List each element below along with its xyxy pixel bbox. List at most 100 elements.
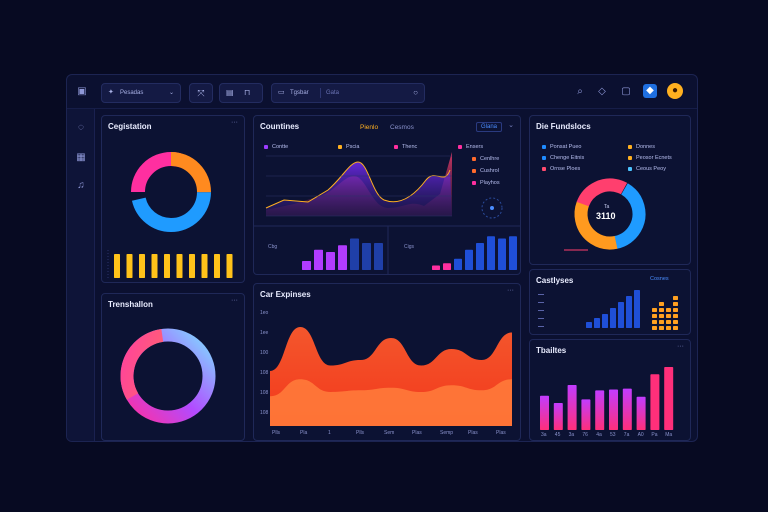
bar xyxy=(214,254,220,278)
more-icon[interactable]: ··· xyxy=(507,287,514,294)
donut-segment-orange xyxy=(131,152,211,232)
dot-block xyxy=(652,320,657,324)
y-tick-label: 108 xyxy=(260,410,269,416)
panel-title: Castlyses xyxy=(536,276,574,285)
dot-block xyxy=(666,314,671,318)
donut-center-value: 3110 xyxy=(596,211,616,221)
x-tick-label: A0 xyxy=(637,432,644,438)
expand-button[interactable]: ⤧ xyxy=(189,83,213,103)
music-icon[interactable]: ♫ xyxy=(77,180,85,191)
bar xyxy=(610,308,616,328)
tab-pienlo[interactable]: Pienlo xyxy=(360,124,379,131)
x-tick-label: Pla xyxy=(300,430,308,436)
x-tick-label: Plas xyxy=(412,430,422,436)
dot-block xyxy=(673,296,678,300)
legend-item: Chenge Eitnis xyxy=(542,155,584,161)
view-toggle[interactable]: ▤ ⊓ xyxy=(219,83,263,103)
dot-block xyxy=(666,308,671,312)
more-icon[interactable]: ··· xyxy=(231,119,238,126)
bar xyxy=(609,389,618,430)
search-bar[interactable]: ▭ Tgsbar Gata ○ xyxy=(271,83,425,103)
bar xyxy=(114,254,120,278)
bar xyxy=(509,236,517,270)
bar xyxy=(634,290,640,328)
search-icon: ○ xyxy=(413,88,418,97)
bar xyxy=(432,265,440,270)
dot-block xyxy=(659,302,664,306)
bar xyxy=(465,249,473,270)
panel-title: Countines xyxy=(260,122,300,131)
range-dropdown[interactable]: Glana xyxy=(476,122,503,132)
range-dropdown[interactable]: Cosnes xyxy=(650,276,669,282)
legend-item: Ponsat Pueo xyxy=(542,144,582,150)
donut-segment-blue xyxy=(574,178,646,250)
dot-block xyxy=(673,314,678,318)
x-tick-label: 53 xyxy=(610,432,616,438)
divider xyxy=(320,88,321,98)
bar xyxy=(164,254,170,278)
bar xyxy=(618,302,624,328)
donut-segment-blue xyxy=(131,152,211,232)
calendar-icon[interactable]: ▢ xyxy=(621,86,631,97)
bar xyxy=(487,236,495,270)
top-bar: ▣ ✦ Pesadas ⌄ ⤧ ▤ ⊓ ▭ Tgsbar Gata ○ ⌕ ◇ … xyxy=(67,75,697,109)
legend-item: Donnes xyxy=(628,144,655,150)
more-icon[interactable]: ··· xyxy=(677,343,684,350)
filter-label: Tgsbar xyxy=(290,90,309,96)
castlyses-panel: Castlyses Cosnes xyxy=(529,269,691,335)
area-series-front xyxy=(270,379,512,426)
x-tick-label: 3a xyxy=(568,432,575,438)
bar xyxy=(664,367,674,430)
dot-block xyxy=(673,308,678,312)
dot-block xyxy=(659,314,664,318)
dashboard-window: ▣ ✦ Pesadas ⌄ ⤧ ▤ ⊓ ▭ Tgsbar Gata ○ ⌕ ◇ … xyxy=(66,74,698,442)
bar xyxy=(476,243,484,270)
bar xyxy=(622,388,632,430)
bar xyxy=(540,395,549,430)
bar xyxy=(302,261,311,270)
x-tick-label: Ma xyxy=(665,432,673,438)
area-series-front xyxy=(266,162,452,216)
bar xyxy=(443,263,451,270)
tbailtes-panel: Tbailtes ··· 3a 45 3a 76 4a 53 7a A0 Pa Ma xyxy=(529,339,691,441)
sub-chart-label: Cigs xyxy=(404,244,415,250)
search-input[interactable]: Gata xyxy=(326,90,340,96)
avatar[interactable]: ● xyxy=(667,83,683,99)
folder-icon: ▭ xyxy=(278,89,285,96)
axis-ticks xyxy=(538,294,544,327)
bar xyxy=(498,238,506,270)
countines-chart xyxy=(254,152,520,274)
tag-icon[interactable]: ◇ xyxy=(598,86,606,97)
bar xyxy=(567,385,577,430)
dot-block xyxy=(673,326,678,330)
x-tick-label: Plls xyxy=(356,430,365,436)
expenses-chart xyxy=(270,327,512,426)
refresh-icon[interactable]: ◌ xyxy=(78,122,84,133)
y-tick-label: 1ee xyxy=(260,330,269,336)
bar xyxy=(454,258,462,270)
tab-cesmos[interactable]: Cesmos xyxy=(390,124,414,131)
x-tick-label: Plas xyxy=(468,430,478,436)
bar xyxy=(126,254,133,278)
y-tick-label: 108 xyxy=(260,370,269,376)
x-tick-label: Plls xyxy=(272,430,281,436)
bar xyxy=(626,296,632,328)
dot-block xyxy=(666,320,671,324)
app-grid-icon[interactable]: ▣ xyxy=(77,86,87,97)
more-icon[interactable]: ⌄ xyxy=(508,122,514,129)
y-tick-label: 100 xyxy=(260,350,269,356)
bar xyxy=(586,322,592,328)
notification-icon[interactable]: ◆ xyxy=(643,84,657,98)
workspace-dropdown[interactable]: ✦ Pesadas ⌄ xyxy=(101,83,181,103)
search-icon[interactable]: ⌕ xyxy=(577,86,583,97)
more-icon[interactable]: ··· xyxy=(231,297,238,304)
bar xyxy=(326,252,335,270)
table-icon[interactable]: ▦ xyxy=(76,152,86,163)
legend-item: Ornse Ploes xyxy=(542,166,580,172)
bar xyxy=(581,399,591,430)
legend-item: Ceous Peoy xyxy=(628,166,666,172)
grid xyxy=(266,155,452,217)
y-tick-label: 1eo xyxy=(260,310,269,316)
cegistation-chart xyxy=(107,152,233,278)
countines-panel: Countines Pienlo Cesmos Glana ⌄ Contte P… xyxy=(253,115,521,275)
